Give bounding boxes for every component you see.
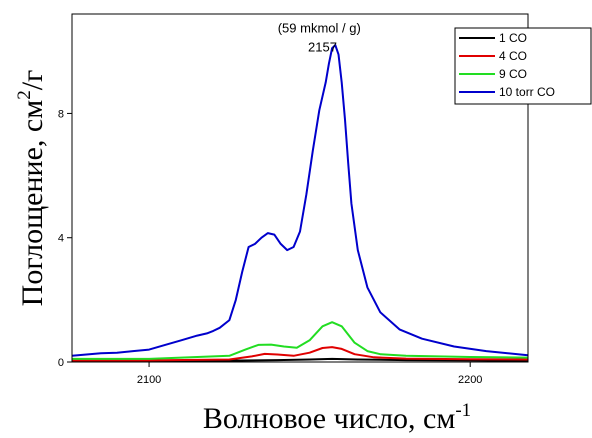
y-axis-title-sup: 2 [14, 90, 35, 100]
y-axis-title: Поглощение, см2/г [14, 70, 49, 307]
x-tick-label-1: 2200 [458, 374, 482, 386]
y-tick-label-0: 0 [58, 357, 64, 369]
series-line-2 [72, 321, 529, 360]
series-layer [71, 44, 529, 363]
legend-label-0: 1 CO [499, 31, 527, 45]
ticks-layer: 2100 2200 0 4 8 [58, 108, 483, 386]
series-line-1 [72, 346, 529, 362]
x-axis-title-main: Волновое число, см [203, 402, 456, 435]
y-axis-title-main: Поглощение, см [16, 100, 49, 307]
annotation-1: 2157 [308, 39, 337, 54]
y-tick-label-1: 4 [58, 233, 64, 245]
plot-frame [71, 13, 529, 363]
series-line-3 [71, 44, 529, 357]
annotation-0: (59 mkmol / g) [278, 21, 361, 36]
y-axis-title-tail: /г [16, 70, 49, 91]
x-axis-title: Волновое число, см-1 [203, 400, 471, 435]
x-tick-label-0: 2100 [137, 374, 161, 386]
y-tick-label-2: 8 [58, 108, 64, 120]
legend-label-2: 9 CO [499, 67, 527, 81]
x-axis-title-sup: -1 [455, 400, 471, 421]
annotations: (59 mkmol / g) 2157 [278, 21, 361, 55]
legend: 1 CO 4 CO 9 CO 10 torr CO [454, 27, 592, 105]
legend-label-3: 10 torr CO [499, 85, 555, 99]
legend-label-1: 4 CO [499, 49, 527, 63]
